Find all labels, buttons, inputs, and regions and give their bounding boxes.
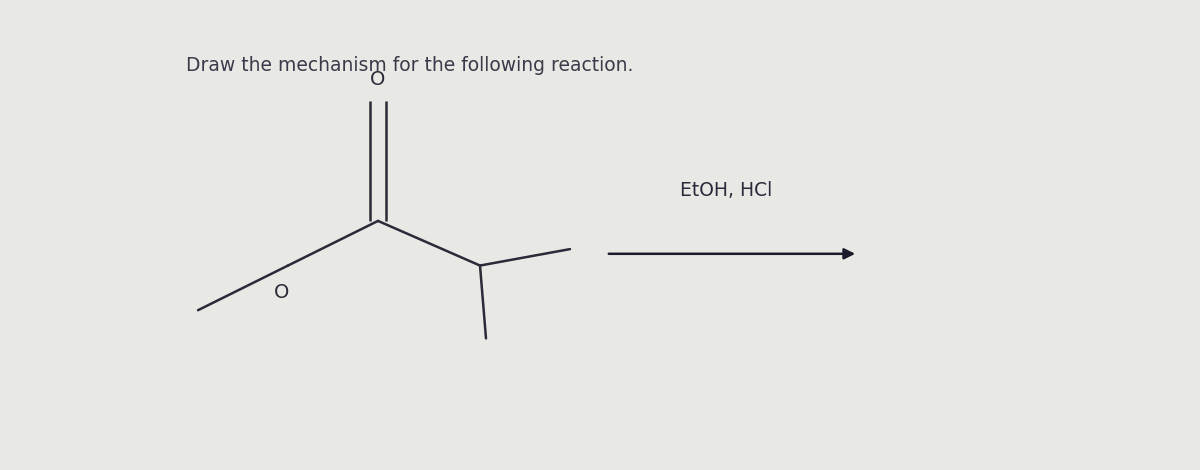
Text: O: O bbox=[275, 283, 289, 302]
Text: EtOH, HCl: EtOH, HCl bbox=[680, 181, 772, 200]
Text: O: O bbox=[371, 70, 385, 89]
Text: Draw the mechanism for the following reaction.: Draw the mechanism for the following rea… bbox=[186, 56, 634, 75]
